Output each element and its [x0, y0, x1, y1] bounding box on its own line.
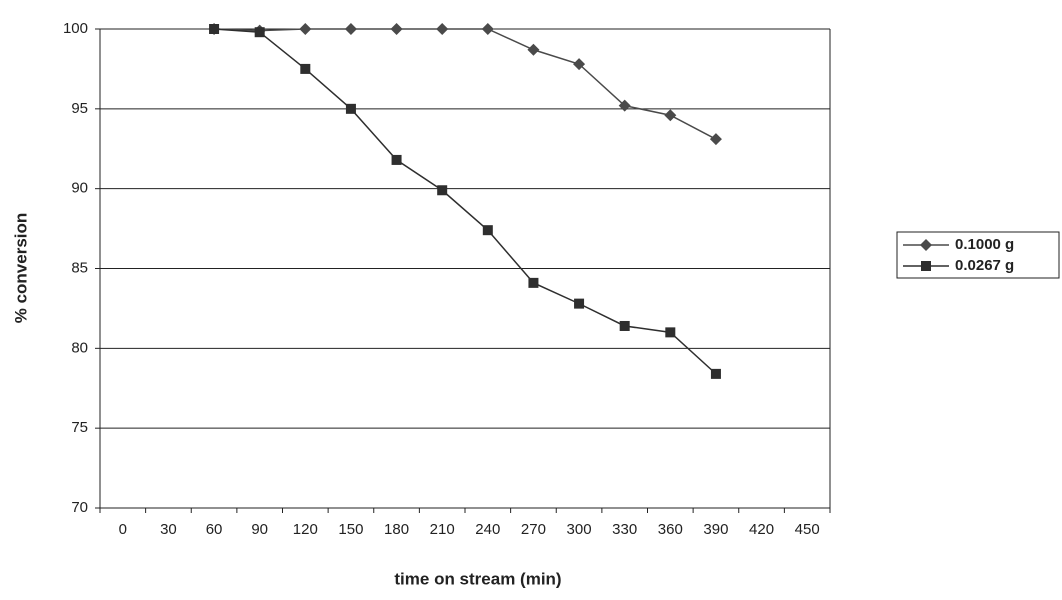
- data-point: [664, 109, 676, 121]
- legend-label: 0.1000 g: [955, 236, 1014, 253]
- x-tick-label: 30: [160, 521, 177, 538]
- legend-label: 0.0267 g: [955, 257, 1014, 274]
- data-point: [392, 155, 402, 165]
- data-point: [483, 225, 493, 235]
- data-point: [528, 278, 538, 288]
- chart: time on stream (min) % conversion 70 75 80…: [0, 0, 1062, 595]
- series-line: [214, 29, 716, 374]
- x-tick-label: 60: [206, 521, 223, 538]
- x-tick-label: 0: [119, 521, 127, 538]
- y-tick-label: 85: [71, 259, 88, 276]
- data-point: [710, 133, 722, 145]
- data-point: [665, 327, 675, 337]
- data-point: [574, 299, 584, 309]
- data-point: [391, 23, 403, 35]
- x-tick-label: 360: [658, 521, 683, 538]
- data-point: [482, 23, 494, 35]
- data-point: [436, 23, 448, 35]
- x-tick-label: 90: [251, 521, 268, 538]
- x-tick-label: 240: [475, 521, 500, 538]
- data-point: [620, 321, 630, 331]
- y-tick-label: 80: [71, 339, 88, 356]
- data-point: [209, 24, 219, 34]
- data-point: [711, 369, 721, 379]
- x-tick-label: 270: [521, 521, 546, 538]
- y-axis-title: % conversion: [11, 213, 30, 324]
- data-point: [527, 44, 539, 56]
- data-point: [255, 27, 265, 37]
- x-tick-label: 390: [703, 521, 728, 538]
- x-axis-title: time on stream (min): [394, 569, 561, 588]
- y-tick-label: 90: [71, 180, 88, 197]
- data-point: [345, 23, 357, 35]
- data-point: [300, 64, 310, 74]
- x-tick-label: 210: [430, 521, 455, 538]
- y-tick-label: 70: [71, 499, 88, 516]
- x-tick-label: 180: [384, 521, 409, 538]
- y-tick-label: 100: [63, 20, 88, 37]
- x-tick-label: 300: [567, 521, 592, 538]
- data-point: [437, 185, 447, 195]
- y-tick-label: 75: [71, 419, 88, 436]
- x-tick-label: 420: [749, 521, 774, 538]
- x-tick-label: 120: [293, 521, 318, 538]
- y-tick-label: 95: [71, 100, 88, 117]
- data-point: [299, 23, 311, 35]
- legend-marker: [921, 261, 931, 271]
- x-tick-label: 150: [338, 521, 363, 538]
- series-line: [214, 29, 716, 139]
- x-tick-label: 330: [612, 521, 637, 538]
- x-tick-label: 450: [795, 521, 820, 538]
- data-point: [346, 104, 356, 114]
